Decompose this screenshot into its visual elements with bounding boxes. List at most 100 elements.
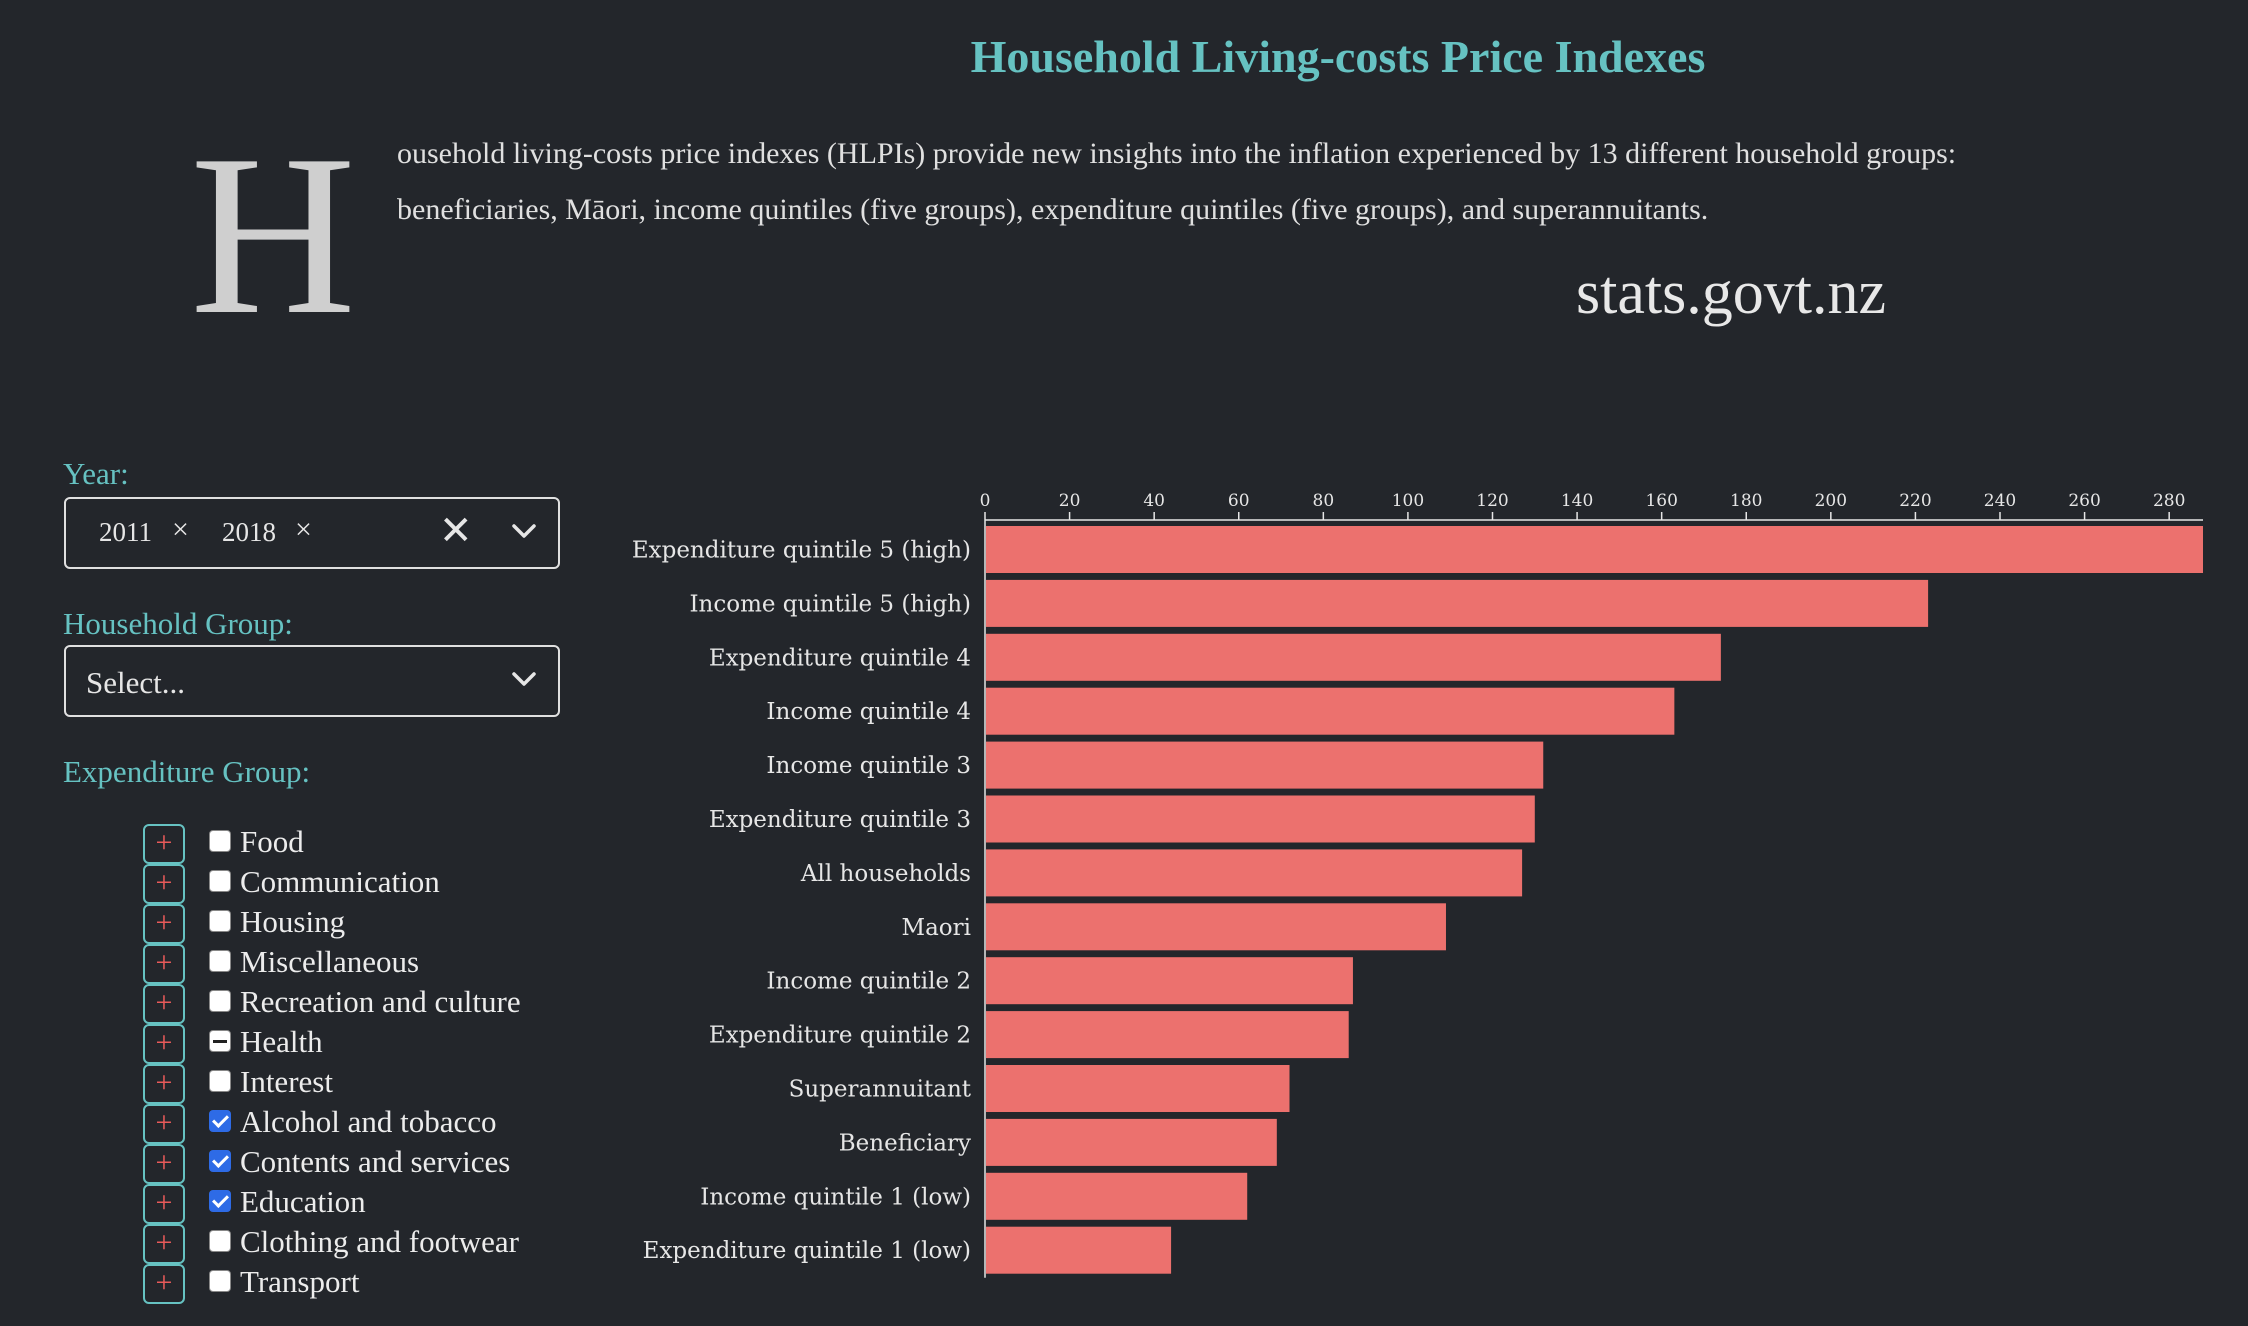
expand-plus-icon[interactable]: + bbox=[143, 1104, 185, 1144]
expand-plus-icon[interactable]: + bbox=[143, 1184, 185, 1224]
expenditure-checkbox[interactable] bbox=[209, 1270, 231, 1292]
expenditure-item: + Health bbox=[143, 1024, 563, 1064]
expenditure-item-label[interactable]: Education bbox=[240, 1184, 366, 1219]
expenditure-item-label[interactable]: Transport bbox=[240, 1264, 360, 1299]
expand-plus-icon[interactable]: + bbox=[143, 944, 185, 984]
expenditure-checkbox[interactable] bbox=[209, 990, 231, 1012]
category-label: Expenditure quintile 3 bbox=[709, 807, 971, 833]
expenditure-checkbox[interactable] bbox=[209, 1110, 231, 1132]
year-select[interactable]: 2011 × 2018 × ✕ bbox=[64, 497, 560, 569]
expand-plus-icon[interactable]: + bbox=[143, 864, 185, 904]
expand-plus-icon[interactable]: + bbox=[143, 904, 185, 944]
expenditure-item: + Education bbox=[143, 1184, 563, 1224]
x-tick-label: 0 bbox=[980, 491, 991, 511]
expenditure-item: + Transport bbox=[143, 1264, 563, 1304]
expenditure-item: + Clothing and footwear bbox=[143, 1224, 563, 1264]
bar bbox=[986, 1065, 1290, 1112]
page-title: Household Living-costs Price Indexes bbox=[970, 31, 1706, 82]
expand-plus-icon[interactable]: + bbox=[143, 1144, 185, 1184]
expenditure-label: Expenditure Group: bbox=[63, 754, 311, 789]
year-chip-2011: 2011 bbox=[99, 517, 152, 547]
household-placeholder: Select... bbox=[86, 665, 185, 700]
expenditure-item-label[interactable]: Contents and services bbox=[240, 1144, 511, 1179]
expand-plus-icon[interactable]: + bbox=[143, 1024, 185, 1064]
category-label: Beneficiary bbox=[839, 1130, 971, 1156]
expenditure-item-label[interactable]: Clothing and footwear bbox=[240, 1224, 519, 1259]
expenditure-item-label[interactable]: Health bbox=[240, 1024, 323, 1059]
drop-cap: H bbox=[190, 107, 357, 362]
category-label: Expenditure quintile 4 bbox=[709, 645, 971, 671]
expand-plus-icon[interactable]: + bbox=[143, 824, 185, 864]
household-select[interactable]: Select... bbox=[64, 645, 560, 717]
expenditure-checkbox[interactable] bbox=[209, 830, 231, 852]
x-tick-label: 140 bbox=[1561, 491, 1593, 511]
expand-plus-icon[interactable]: + bbox=[143, 984, 185, 1024]
expenditure-item: + Communication bbox=[143, 864, 563, 904]
x-tick-label: 80 bbox=[1313, 491, 1335, 511]
chevron-down-icon[interactable] bbox=[512, 671, 536, 687]
x-tick-label: 20 bbox=[1059, 491, 1081, 511]
x-tick-label: 220 bbox=[1899, 491, 1931, 511]
category-label: Expenditure quintile 5 (high) bbox=[632, 538, 971, 564]
category-label: Expenditure quintile 1 (low) bbox=[643, 1238, 971, 1264]
bar bbox=[986, 1118, 1277, 1166]
category-label: Expenditure quintile 2 bbox=[709, 1023, 971, 1049]
source-link[interactable]: stats.govt.nz bbox=[1576, 259, 1886, 327]
x-tick-label: 280 bbox=[2153, 491, 2185, 511]
chevron-down-icon[interactable] bbox=[512, 523, 536, 539]
clear-all-icon[interactable]: ✕ bbox=[439, 508, 473, 553]
expenditure-item-label[interactable]: Recreation and culture bbox=[240, 984, 521, 1019]
expenditure-checkbox[interactable] bbox=[209, 910, 231, 932]
expenditure-item-label[interactable]: Communication bbox=[240, 864, 440, 899]
bar bbox=[986, 1226, 1172, 1274]
expenditure-item-label[interactable]: Alcohol and tobacco bbox=[240, 1104, 497, 1139]
expenditure-checkbox[interactable] bbox=[209, 870, 231, 892]
x-tick-label: 40 bbox=[1143, 491, 1165, 511]
expenditure-checkbox[interactable] bbox=[209, 1150, 231, 1172]
year-chip-2018: 2018 bbox=[222, 517, 276, 547]
expenditure-checkbox[interactable] bbox=[209, 1030, 231, 1052]
expenditure-item: + Recreation and culture bbox=[143, 984, 563, 1024]
category-label: All households bbox=[800, 861, 971, 887]
bar bbox=[986, 741, 1544, 789]
x-tick-label: 180 bbox=[1730, 491, 1762, 511]
x-tick-label: 60 bbox=[1228, 491, 1250, 511]
bar bbox=[986, 633, 1721, 681]
expenditure-item: + Contents and services bbox=[143, 1144, 563, 1184]
bar bbox=[986, 579, 1929, 627]
expand-plus-icon[interactable]: + bbox=[143, 1224, 185, 1264]
household-label: Household Group: bbox=[63, 606, 293, 641]
category-label: Maori bbox=[902, 915, 971, 941]
x-tick-label: 100 bbox=[1392, 491, 1424, 511]
x-tick-label: 240 bbox=[1984, 491, 2016, 511]
bar bbox=[986, 1011, 1349, 1059]
bar bbox=[986, 687, 1675, 735]
expenditure-item-label[interactable]: Food bbox=[240, 824, 304, 859]
x-tick-label: 160 bbox=[1645, 491, 1677, 511]
remove-2018-icon[interactable]: × bbox=[295, 513, 312, 546]
bar bbox=[986, 795, 1535, 843]
bar bbox=[986, 849, 1523, 897]
x-tick-label: 120 bbox=[1476, 491, 1508, 511]
bar bbox=[986, 903, 1446, 951]
expenditure-item-label[interactable]: Miscellaneous bbox=[240, 944, 420, 979]
expenditure-item: + Interest bbox=[143, 1064, 563, 1104]
expand-plus-icon[interactable]: + bbox=[143, 1064, 185, 1104]
remove-2011-icon[interactable]: × bbox=[172, 513, 189, 546]
expenditure-item: + Miscellaneous bbox=[143, 944, 563, 984]
expenditure-checkbox[interactable] bbox=[209, 950, 231, 972]
expenditure-item: + Alcohol and tobacco bbox=[143, 1104, 563, 1144]
category-label: Superannuitant bbox=[789, 1077, 972, 1103]
expenditure-checkbox[interactable] bbox=[209, 1070, 231, 1092]
expenditure-item-label[interactable]: Interest bbox=[240, 1064, 333, 1099]
category-label: Income quintile 2 bbox=[766, 969, 971, 995]
x-tick-label: 260 bbox=[2068, 491, 2100, 511]
expenditure-checkbox[interactable] bbox=[209, 1230, 231, 1252]
expenditure-item: + Food bbox=[143, 824, 563, 864]
expand-plus-icon[interactable]: + bbox=[143, 1264, 185, 1304]
expenditure-checkbox[interactable] bbox=[209, 1190, 231, 1212]
category-label: Income quintile 4 bbox=[766, 699, 971, 725]
expenditure-item-label[interactable]: Housing bbox=[240, 904, 346, 939]
expenditure-item: + Housing bbox=[143, 904, 563, 944]
